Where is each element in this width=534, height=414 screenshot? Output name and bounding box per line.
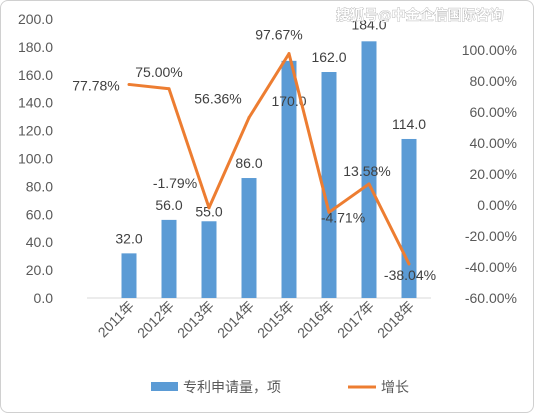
left-axis: 0.0 20.0 40.0 60.0 80.0 100.0 120.0 140.0 160.0 1… xyxy=(18,11,53,306)
left-tick-label: 180.0 xyxy=(18,39,53,55)
bar-data-label: 32.0 xyxy=(115,230,142,246)
x-tick-label: 2012年 xyxy=(134,298,177,341)
x-tick-label: 2015年 xyxy=(254,298,297,341)
line-point xyxy=(407,262,411,266)
line-data-label: -4.71% xyxy=(321,209,365,225)
left-tick-label: 200.0 xyxy=(18,11,53,27)
watermark: 搜狐号@中金企信国际咨询 xyxy=(336,7,504,23)
growth-line xyxy=(128,52,411,265)
line-point xyxy=(327,210,331,214)
x-tick-label: 2013年 xyxy=(174,298,217,341)
right-axis: -60.00% -40.00% -20.00% 0.00% 20.00% 40.00% 60… xyxy=(462,42,517,306)
line-point xyxy=(247,116,251,120)
bar xyxy=(241,178,257,298)
right-tick-label: -20.00% xyxy=(465,228,517,244)
legend: 专利申请量，项 增长 xyxy=(151,379,409,395)
legend-label-bar: 专利申请量，项 xyxy=(183,379,281,395)
line-point xyxy=(167,87,171,91)
left-tick-label: 0.0 xyxy=(34,290,54,306)
line-data-label: -38.04% xyxy=(384,267,436,283)
bar xyxy=(121,253,137,298)
legend-swatch-bar xyxy=(151,382,178,391)
right-tick-label: 0.00% xyxy=(477,197,517,213)
right-tick-label: 60.00% xyxy=(470,104,517,120)
line-data-label: 75.00% xyxy=(135,64,182,80)
right-tick-label: 20.00% xyxy=(470,166,517,182)
line-data-label: -1.79% xyxy=(153,175,197,191)
line-data-label: 77.78% xyxy=(72,77,119,93)
left-tick-label: 140.0 xyxy=(18,95,53,111)
line-data-label: 97.67% xyxy=(255,27,302,43)
bar-data-label: 86.0 xyxy=(235,155,262,171)
bar-data-label: 56.0 xyxy=(155,197,182,213)
bar xyxy=(201,221,217,298)
left-tick-label: 80.0 xyxy=(26,178,53,194)
x-tick-label: 2011年 xyxy=(95,298,138,341)
right-tick-label: -40.00% xyxy=(465,259,517,275)
right-tick-label: 40.00% xyxy=(470,135,517,151)
bar-data-labels: 32.0 56.0 55.0 86.0 170.0 162.0 184.0 114.0 xyxy=(115,16,426,246)
bar-data-label: 170.0 xyxy=(271,93,306,109)
bar xyxy=(281,60,297,298)
x-tick-label: 2018年 xyxy=(374,298,417,341)
left-tick-label: 120.0 xyxy=(18,123,53,139)
bar xyxy=(321,72,337,298)
line-series xyxy=(127,52,411,266)
right-tick-label: -60.00% xyxy=(465,290,517,306)
line-point xyxy=(367,182,371,186)
bar xyxy=(361,41,377,298)
line-point xyxy=(207,206,211,210)
line-data-labels: 77.78% 75.00% -1.79% 56.36% 97.67% -4.71% 13.5… xyxy=(72,27,436,283)
bar-data-label: 55.0 xyxy=(195,203,222,219)
left-tick-label: 40.0 xyxy=(26,234,53,250)
bar xyxy=(161,219,177,298)
bar-data-label: 162.0 xyxy=(311,49,346,65)
left-tick-label: 160.0 xyxy=(18,67,53,83)
line-point xyxy=(287,52,291,56)
legend-label-line: 增长 xyxy=(381,379,409,395)
left-tick-label: 60.0 xyxy=(26,206,53,222)
line-data-label: 56.36% xyxy=(194,91,241,107)
left-tick-label: 100.0 xyxy=(18,151,53,167)
left-tick-label: 20.0 xyxy=(26,262,53,278)
bar-data-label: 114.0 xyxy=(392,116,426,132)
bar-data-label: 184.0 xyxy=(351,16,386,32)
line-data-label: 13.58% xyxy=(343,163,390,179)
right-tick-label: 80.00% xyxy=(470,73,517,89)
x-tick-label: 2016年 xyxy=(294,298,337,341)
right-tick-label: 100.00% xyxy=(462,42,517,58)
x-tick-label: 2017年 xyxy=(334,298,377,341)
line-point xyxy=(127,82,131,86)
x-tick-label: 2014年 xyxy=(214,298,257,341)
